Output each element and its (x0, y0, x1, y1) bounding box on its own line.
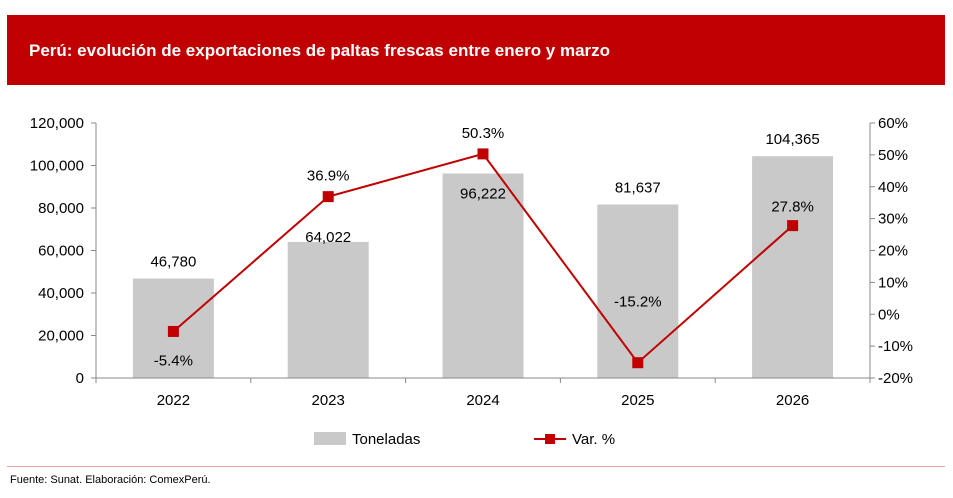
left-axis-tick-label: 0 (76, 370, 84, 387)
x-axis-tick-label: 2022 (157, 392, 190, 409)
x-axis-tick-label: 2026 (776, 392, 809, 409)
bar (752, 156, 834, 378)
right-axis-tick-label: 20% (878, 243, 908, 260)
left-axis-tick-label: 120,000 (30, 115, 84, 132)
right-axis-tick-label: -10% (878, 338, 913, 355)
left-axis: 0 20,000 40,000 60,000 80,000 100,000 120,000 (30, 115, 97, 387)
left-axis-tick-label: 80,000 (38, 200, 84, 217)
bar-value-label: 46,780 (150, 254, 196, 271)
left-axis-tick-label: 60,000 (38, 243, 84, 260)
line-point (167, 325, 179, 337)
line-point (322, 191, 334, 203)
line-series: -5.4% 36.9% 50.3% -15.2% 27.8% (154, 125, 814, 370)
legend: Toneladas Var. % (314, 431, 615, 448)
bar-value-label: 64,022 (305, 229, 351, 246)
x-axis-tick-label: 2023 (312, 392, 345, 409)
bar-value-label: 104,365 (765, 131, 819, 148)
bar-value-label: 96,222 (460, 186, 506, 203)
line-point (632, 357, 644, 369)
line-value-label: 27.8% (771, 199, 814, 216)
right-axis-tick-label: 50% (878, 147, 908, 164)
source-note: Fuente: Sunat. Elaboración: ComexPerú. (10, 474, 211, 486)
line-value-label: -15.2% (614, 294, 662, 311)
x-axis: 2022 2023 2024 2025 2026 (95, 377, 871, 409)
right-axis-tick-label: 0% (878, 306, 900, 323)
right-axis-tick-label: -20% (878, 370, 913, 387)
left-axis-tick-label: 100,000 (30, 158, 84, 175)
bar (597, 204, 679, 378)
bar (442, 173, 524, 378)
right-axis-tick-label: 40% (878, 179, 908, 196)
line-value-label: 36.9% (307, 168, 350, 185)
line-point (787, 220, 799, 232)
right-axis-tick-label: 30% (878, 211, 908, 228)
legend-label-toneladas: Toneladas (352, 431, 420, 448)
combo-chart: 020,00040,00060,00080,000100,000120,000 … (30, 115, 913, 448)
x-axis-tick-label: 2025 (621, 392, 654, 409)
left-axis-tick-label: 20,000 (38, 328, 84, 345)
legend-swatch-marker (545, 434, 555, 444)
right-axis-tick-label: 60% (878, 115, 908, 132)
source-divider (7, 466, 945, 467)
line-point (477, 148, 489, 160)
legend-label-var: Var. % (572, 431, 615, 448)
line-value-label: 50.3% (462, 125, 505, 142)
bar-value-label: 81,637 (615, 180, 661, 197)
legend-swatch-toneladas (314, 432, 346, 445)
chart-title: Perú: evolución de exportaciones de palt… (29, 41, 611, 60)
bar-series: 46,780 64,022 96,222 81,637 104,365 (132, 131, 834, 378)
chart-header: Perú: evolución de exportaciones de palt… (7, 15, 945, 85)
line-value-label: -5.4% (154, 352, 193, 369)
right-axis-tick-label: 10% (878, 274, 908, 291)
right-axis: -20% -10% 0% 10% 20% 30% 40% 50% 60% (869, 115, 913, 387)
bar (287, 241, 369, 378)
left-axis-tick-label: 40,000 (38, 285, 84, 302)
x-axis-tick-label: 2024 (466, 392, 499, 409)
